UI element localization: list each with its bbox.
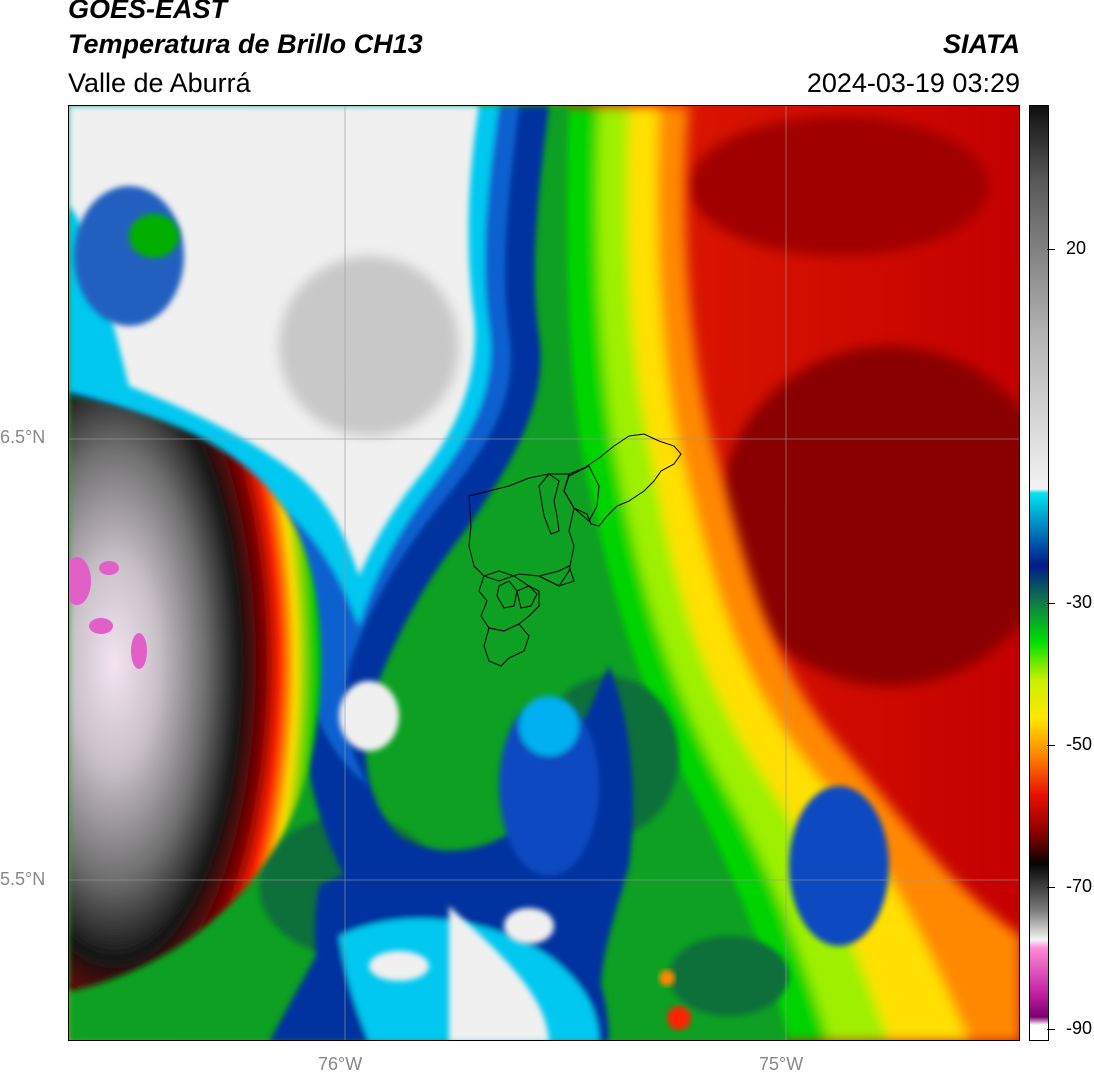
- colorbar-tick: [1047, 887, 1055, 888]
- colorbar-segment: [1030, 1024, 1048, 1040]
- colorbar-segment: [1030, 335, 1048, 489]
- colorbar-segment: [1030, 833, 1048, 864]
- product-title: Temperatura de Brillo CH13: [68, 29, 423, 59]
- lon-label-76w: 76°W: [318, 1054, 363, 1074]
- lat-label-5.5: 5.5°N: [0, 869, 46, 889]
- satellite-map: [68, 105, 1020, 1041]
- colorbar-segment: [1030, 106, 1048, 183]
- colorbar-segment: [1030, 795, 1048, 834]
- colorbar-segment: [1030, 641, 1048, 681]
- colorbar-segment: [1030, 1017, 1048, 1025]
- colorbar-label-minus70: -70: [1066, 876, 1093, 896]
- colorbar-label-minus90: -90: [1066, 1018, 1093, 1038]
- municipality-boundaries: [468, 433, 682, 667]
- colorbar-tick: [1047, 1029, 1055, 1030]
- colorbar-segment: [1030, 909, 1048, 941]
- region-subtitle: Valle de Aburrá: [68, 68, 251, 98]
- lon-label-75w: 75°W: [759, 1054, 804, 1074]
- brightness-temperature-field: [69, 106, 1019, 1040]
- colorbar-tick: [1047, 603, 1055, 604]
- colorbar-segment: [1030, 680, 1048, 719]
- colorbar-label-minus30: -30: [1066, 592, 1093, 612]
- source-label: SIATA: [943, 29, 1020, 59]
- colorbar: [1029, 105, 1049, 1041]
- colorbar-segment: [1030, 565, 1048, 604]
- colorbar-tick: [1047, 249, 1055, 250]
- colorbar-segment: [1030, 603, 1048, 642]
- colorbar-segment: [1030, 940, 1048, 949]
- colorbar-segment: [1030, 492, 1048, 566]
- colorbar-segment: [1030, 488, 1048, 493]
- colorbar-segment: [1030, 182, 1048, 336]
- timestamp-label: 2024-03-19 03:29: [806, 68, 1020, 98]
- satellite-title: GOES-EAST: [68, 0, 228, 24]
- colorbar-segment: [1030, 718, 1048, 757]
- colorbar-segment: [1030, 863, 1048, 910]
- colorbar-segment: [1030, 948, 1048, 995]
- lat-label-6.5: 6.5°N: [0, 427, 46, 447]
- colorbar-label-20: 20: [1066, 238, 1087, 258]
- colorbar-label-minus50: -50: [1066, 734, 1093, 754]
- colorbar-segment: [1030, 756, 1048, 795]
- colorbar-segment: [1030, 994, 1048, 1018]
- colorbar-tick: [1047, 745, 1055, 746]
